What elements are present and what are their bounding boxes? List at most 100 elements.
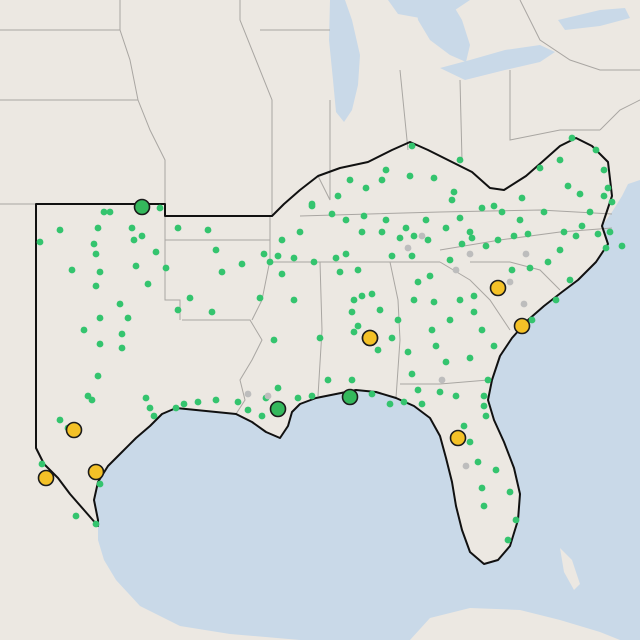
small-green-marker[interactable] bbox=[266, 258, 274, 266]
small-green-marker[interactable] bbox=[436, 388, 444, 396]
small-green-marker[interactable] bbox=[406, 172, 414, 180]
small-green-marker[interactable] bbox=[68, 266, 76, 274]
small-green-marker[interactable] bbox=[316, 334, 324, 342]
small-green-marker[interactable] bbox=[414, 386, 422, 394]
small-green-marker[interactable] bbox=[132, 262, 140, 270]
small-green-marker[interactable] bbox=[456, 296, 464, 304]
small-green-marker[interactable] bbox=[572, 232, 580, 240]
small-green-marker[interactable] bbox=[456, 156, 464, 164]
small-green-marker[interactable] bbox=[404, 348, 412, 356]
small-green-marker[interactable] bbox=[142, 394, 150, 402]
small-green-marker[interactable] bbox=[332, 254, 340, 262]
small-green-marker[interactable] bbox=[586, 208, 594, 216]
small-green-marker[interactable] bbox=[378, 228, 386, 236]
small-green-marker[interactable] bbox=[328, 210, 336, 218]
small-green-marker[interactable] bbox=[518, 194, 526, 202]
small-green-marker[interactable] bbox=[174, 306, 182, 314]
small-green-marker[interactable] bbox=[402, 224, 410, 232]
small-green-marker[interactable] bbox=[360, 212, 368, 220]
small-green-marker[interactable] bbox=[346, 176, 354, 184]
small-green-marker[interactable] bbox=[146, 404, 154, 412]
small-green-marker[interactable] bbox=[212, 246, 220, 254]
small-green-marker[interactable] bbox=[566, 276, 574, 284]
small-green-marker[interactable] bbox=[394, 316, 402, 324]
small-green-marker[interactable] bbox=[350, 296, 358, 304]
small-green-marker[interactable] bbox=[278, 236, 286, 244]
small-green-marker[interactable] bbox=[208, 308, 216, 316]
small-green-marker[interactable] bbox=[88, 396, 96, 404]
large-yellow-marker[interactable] bbox=[489, 279, 507, 297]
small-green-marker[interactable] bbox=[162, 264, 170, 272]
small-green-marker[interactable] bbox=[260, 250, 268, 258]
small-green-marker[interactable] bbox=[408, 142, 416, 150]
small-green-marker[interactable] bbox=[396, 234, 404, 242]
small-green-marker[interactable] bbox=[388, 252, 396, 260]
small-green-marker[interactable] bbox=[96, 480, 104, 488]
small-green-marker[interactable] bbox=[94, 224, 102, 232]
small-green-marker[interactable] bbox=[490, 342, 498, 350]
small-green-marker[interactable] bbox=[308, 200, 316, 208]
small-green-marker[interactable] bbox=[118, 344, 126, 352]
small-green-marker[interactable] bbox=[544, 258, 552, 266]
small-green-marker[interactable] bbox=[600, 192, 608, 200]
small-green-marker[interactable] bbox=[478, 484, 486, 492]
small-green-marker[interactable] bbox=[430, 298, 438, 306]
small-green-marker[interactable] bbox=[442, 224, 450, 232]
small-green-marker[interactable] bbox=[564, 182, 572, 190]
small-green-marker[interactable] bbox=[180, 400, 188, 408]
small-green-marker[interactable] bbox=[38, 460, 46, 468]
small-green-marker[interactable] bbox=[172, 404, 180, 412]
small-green-marker[interactable] bbox=[358, 228, 366, 236]
small-green-marker[interactable] bbox=[354, 266, 362, 274]
small-green-marker[interactable] bbox=[498, 208, 506, 216]
small-green-marker[interactable] bbox=[490, 202, 498, 210]
small-green-marker[interactable] bbox=[516, 216, 524, 224]
small-green-marker[interactable] bbox=[484, 376, 492, 384]
small-green-marker[interactable] bbox=[218, 268, 226, 276]
large-yellow-marker[interactable] bbox=[449, 429, 467, 447]
grey-marker[interactable] bbox=[466, 250, 474, 258]
small-green-marker[interactable] bbox=[492, 466, 500, 474]
small-green-marker[interactable] bbox=[138, 232, 146, 240]
small-green-marker[interactable] bbox=[478, 326, 486, 334]
small-green-marker[interactable] bbox=[504, 536, 512, 544]
small-green-marker[interactable] bbox=[92, 282, 100, 290]
small-green-marker[interactable] bbox=[560, 228, 568, 236]
small-green-marker[interactable] bbox=[270, 336, 278, 344]
small-green-marker[interactable] bbox=[274, 252, 282, 260]
grey-marker[interactable] bbox=[462, 462, 470, 470]
small-green-marker[interactable] bbox=[456, 214, 464, 222]
small-green-marker[interactable] bbox=[94, 372, 102, 380]
small-green-marker[interactable] bbox=[448, 196, 456, 204]
small-green-marker[interactable] bbox=[410, 296, 418, 304]
small-green-marker[interactable] bbox=[388, 334, 396, 342]
small-green-marker[interactable] bbox=[128, 224, 136, 232]
small-green-marker[interactable] bbox=[92, 520, 100, 528]
large-yellow-marker[interactable] bbox=[37, 469, 55, 487]
small-green-marker[interactable] bbox=[368, 390, 376, 398]
small-green-marker[interactable] bbox=[422, 216, 430, 224]
small-green-marker[interactable] bbox=[368, 290, 376, 298]
small-green-marker[interactable] bbox=[144, 280, 152, 288]
grey-marker[interactable] bbox=[438, 376, 446, 384]
small-green-marker[interactable] bbox=[382, 216, 390, 224]
small-green-marker[interactable] bbox=[470, 308, 478, 316]
small-green-marker[interactable] bbox=[482, 412, 490, 420]
large-green-marker[interactable] bbox=[133, 198, 151, 216]
small-green-marker[interactable] bbox=[234, 398, 242, 406]
small-green-marker[interactable] bbox=[540, 208, 548, 216]
small-green-marker[interactable] bbox=[92, 250, 100, 258]
small-green-marker[interactable] bbox=[594, 230, 602, 238]
small-green-marker[interactable] bbox=[152, 248, 160, 256]
small-green-marker[interactable] bbox=[290, 296, 298, 304]
small-green-marker[interactable] bbox=[400, 398, 408, 406]
small-green-marker[interactable] bbox=[342, 216, 350, 224]
small-green-marker[interactable] bbox=[334, 192, 342, 200]
small-green-marker[interactable] bbox=[576, 190, 584, 198]
small-green-marker[interactable] bbox=[296, 228, 304, 236]
grey-marker[interactable] bbox=[506, 278, 514, 286]
small-green-marker[interactable] bbox=[508, 266, 516, 274]
small-green-marker[interactable] bbox=[482, 242, 490, 250]
